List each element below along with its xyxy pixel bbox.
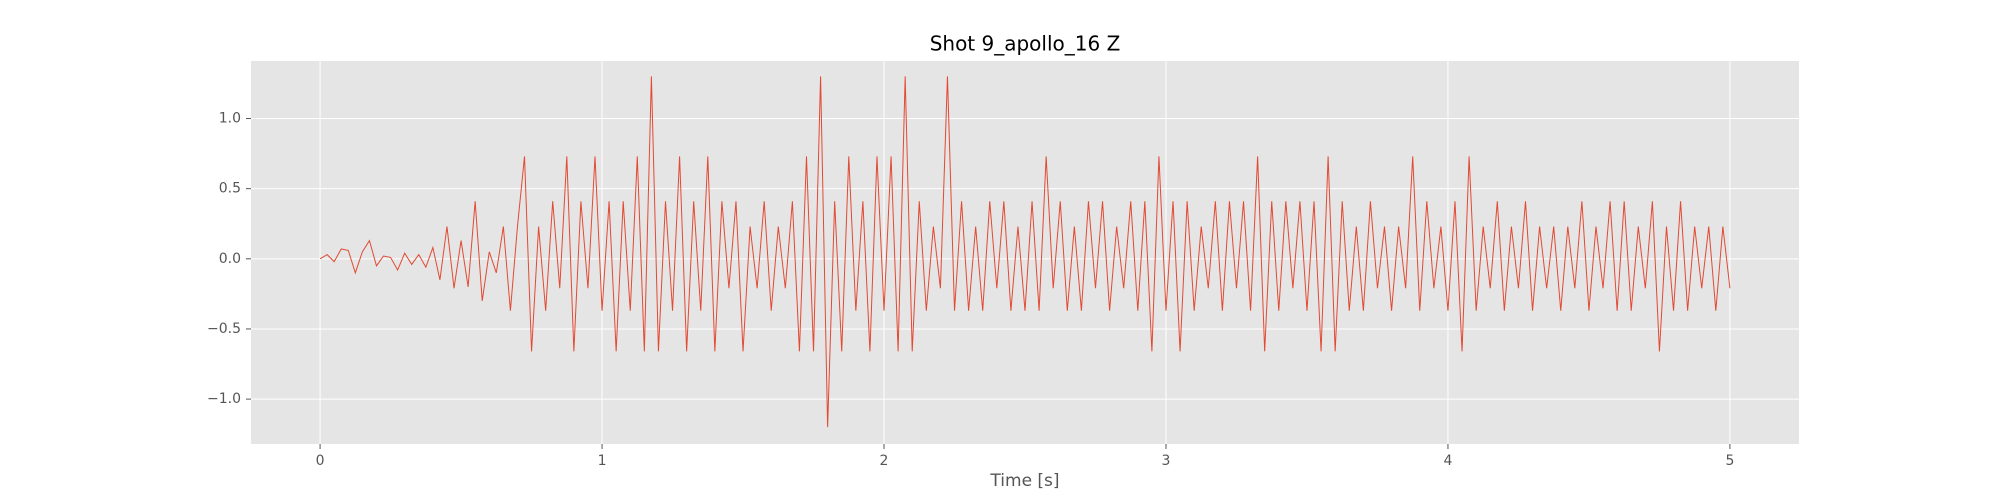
x-tick-label: 0	[316, 453, 325, 469]
x-tick-label: 1	[598, 453, 607, 469]
x-axis-label: Time [s]	[989, 471, 1059, 491]
x-tick-label: 4	[1443, 453, 1452, 469]
data-line	[319, 76, 1731, 428]
x-tick-label: 3	[1162, 453, 1171, 469]
y-tick-label: 1.0	[219, 111, 241, 127]
y-tick-label: −0.5	[207, 321, 241, 337]
y-tick-label: −1.0	[207, 391, 241, 407]
x-tick-label: 2	[880, 453, 889, 469]
plot-area	[251, 61, 1799, 444]
y-tick-label: 0.5	[219, 181, 241, 197]
chart-title: Shot 9_apollo_16 Z	[930, 32, 1121, 56]
x-tick-label: 5	[1725, 453, 1734, 469]
y-tick-label: 0.0	[219, 251, 241, 267]
